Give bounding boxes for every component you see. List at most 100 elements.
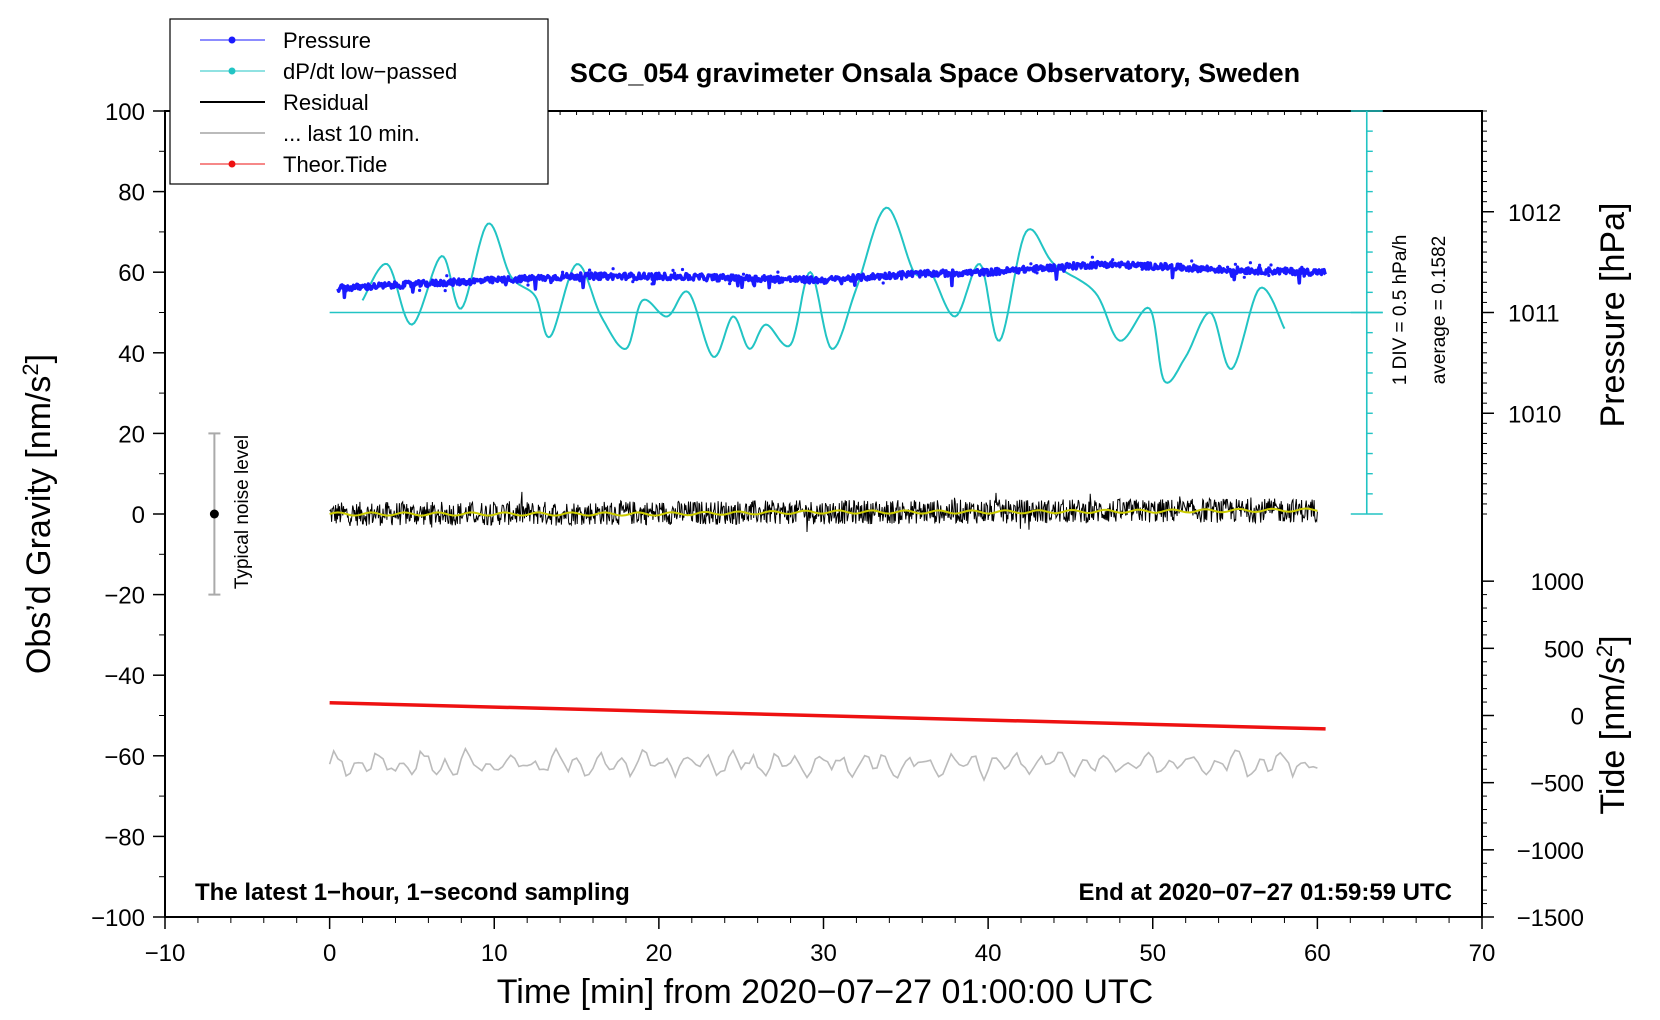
pressure-point [418,288,422,292]
noise-level-bar [208,432,221,596]
pressure-point [628,275,632,279]
pressure-tick-label: 1010 [1508,401,1561,428]
pressure-point [484,276,488,281]
x-tick-label: 10 [481,940,508,967]
y-axis-title: Obs’d Gravity [nm/s2] [18,354,59,674]
pressure-point [693,273,698,277]
y-tick-label: 80 [118,180,145,207]
x-tick-label: 0 [323,940,336,967]
pressure-point [1226,265,1230,269]
tide-tick-label: −1000 [1517,838,1584,865]
legend-label: Residual [283,90,369,115]
series-layer [328,206,1328,782]
pressure-point [762,274,766,278]
y-tick-label: −60 [104,744,145,771]
pressure-point [526,283,530,287]
annotation-sampling: The latest 1−hour, 1−second sampling [195,879,630,906]
pressure-point [981,272,985,276]
pressure-point [1246,266,1250,270]
tide-tick-label: 500 [1544,636,1584,663]
residual-smoothed-line [329,507,1318,517]
legend-label: Pressure [283,28,371,53]
pressure-point [561,270,565,274]
x-tick-label: 60 [1304,940,1331,967]
x-axis: −10 0 10 20 30 40 50 60 70 [145,111,1496,967]
legend-swatch-dot [228,160,236,168]
dpdt-line [361,206,1286,384]
tide-axis-title: Tide [nm/s2] [1592,635,1633,814]
tide-tick-label: −500 [1530,771,1584,798]
last-10-min-line [328,746,1318,782]
tide-tick-label: 1000 [1531,569,1584,596]
theor-tide-line [329,700,1326,731]
y-axis-title-sup: 2 [18,363,43,375]
pressure-point [1127,265,1131,269]
pressure-point [1140,267,1144,271]
legend-label: ... last 10 min. [283,121,420,146]
pressure-point [611,267,615,271]
pressure-point [1035,271,1039,275]
pressure-point [728,282,732,286]
pressure-point [881,281,885,285]
y-tick-label: −40 [104,663,145,690]
pressure-point [1239,270,1243,274]
pressure-tick-label: 1011 [1508,301,1560,328]
pressure-point [741,272,746,276]
y-axis: −100 −80 −60 −40 −20 0 20 40 60 80 100 [91,99,165,932]
pressure-point [680,267,685,272]
pressure-point [1025,266,1029,270]
x-tick-label: 20 [646,940,673,967]
y-tick-label: −20 [104,583,145,610]
pressure-point [1215,267,1219,271]
legend-swatch-dot [228,36,236,44]
pressure-point [595,276,599,280]
pressure-point [1136,264,1140,268]
tide-axis-title-sup: 2 [1592,645,1617,657]
pressure-point [713,274,717,278]
pressure-point [1021,266,1026,270]
tide-tick-label: 0 [1571,704,1584,731]
tide-tick-label: −1500 [1517,905,1584,932]
y-tick-label: 0 [132,502,145,529]
pressure-point [1220,270,1224,274]
x-axis-title: Time [min] from 2020−07−27 01:00:00 UTC [497,973,1153,1011]
pressure-point [900,277,904,281]
pressure-point [1248,261,1252,265]
pressure-axis-title: Pressure [hPa] [1594,203,1632,428]
pressure-point [671,268,675,272]
pressure-point [534,278,538,282]
pressure-point [445,274,449,278]
pressure-line [336,259,1328,300]
pressure-point [1029,262,1033,266]
pressure-point [593,271,597,275]
pressure-point [1090,255,1094,259]
pressure-point [443,289,447,293]
y-tick-label: 40 [118,341,145,368]
pressure-point [1258,263,1262,267]
legend: Pressure dP/dt low−passed Residual ... last… [169,18,549,185]
x-tick-label: 70 [1469,940,1496,967]
tide-axis: −1500 −1000 −500 0 500 1000 [1482,569,1584,932]
residual-line [329,491,1318,533]
pressure-point [939,271,943,275]
pressure-point [1190,259,1194,263]
x-tick-label: 40 [975,940,1002,967]
tide-axis-title-end: ] [1594,635,1632,644]
pressure-point [1242,275,1246,279]
tide-axis-title-main: Tide [nm/s [1594,657,1632,814]
pressure-point [1111,258,1115,262]
legend-label: dP/dt low−passed [283,59,457,84]
pressure-point [1269,263,1273,267]
pressure-point [776,270,780,274]
pressure-point [800,277,804,281]
y-tick-label: −80 [104,824,145,851]
noise-bar-center [209,509,219,519]
y-tick-label: 100 [105,99,145,126]
pressure-point [588,268,592,272]
pressure-point [1048,266,1052,270]
pressure-point [1086,264,1090,268]
dpdt-scale-label: 1 DIV = 0.5 hPa/h [1390,235,1411,386]
chart-title: SCG_054 gravimeter Onsala Space Observat… [570,58,1300,88]
pressure-point [1300,265,1304,269]
pressure-point [870,274,874,278]
